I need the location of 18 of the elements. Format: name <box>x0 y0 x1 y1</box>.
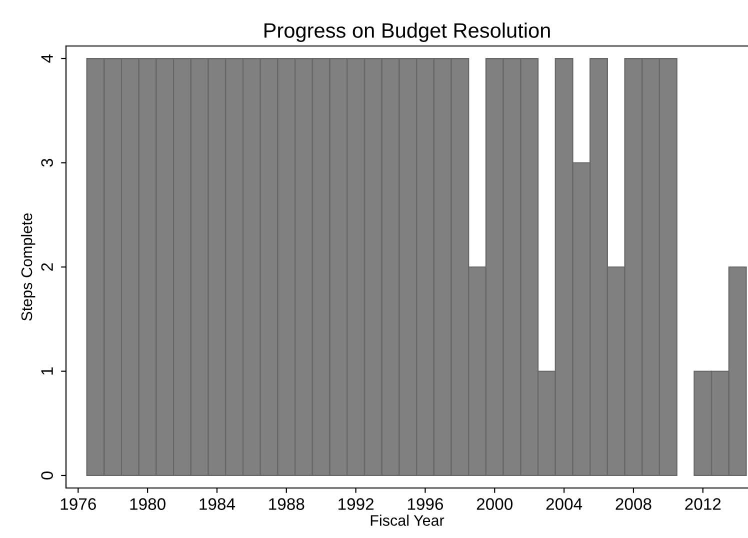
chart-title: Progress on Budget Resolution <box>264 22 550 42</box>
y-tick-label: 0 <box>41 472 53 480</box>
x-tick-label: 1980 <box>130 498 166 510</box>
x-tick-label: 1984 <box>200 498 236 510</box>
x-tick-label: 1988 <box>269 498 304 510</box>
y-tick-label: 3 <box>41 158 53 167</box>
y-tick-label: 2 <box>41 263 53 271</box>
y-axis-title: Steps Complete <box>20 213 36 321</box>
x-tick-label: 1992 <box>338 498 374 510</box>
x-tick-label: 1996 <box>408 498 444 510</box>
y-tick-label: 1 <box>41 367 53 375</box>
x-tick-label: 2004 <box>546 498 582 510</box>
x-tick-label: 2012 <box>685 498 721 510</box>
x-tick-label: 2008 <box>616 498 652 510</box>
x-axis-title: Fiscal Year <box>370 514 444 526</box>
x-tick-label: 1976 <box>60 498 96 510</box>
y-tick-label: 4 <box>41 54 53 63</box>
x-tick-label: 2000 <box>476 498 513 510</box>
